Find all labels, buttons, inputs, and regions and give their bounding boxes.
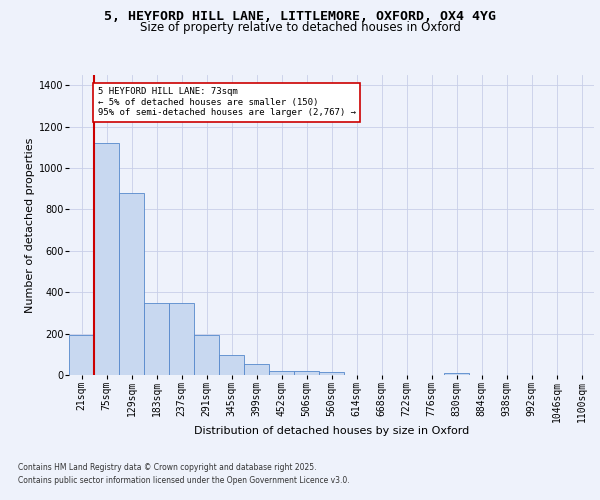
Bar [269, 371, 294, 375]
Text: Size of property relative to detached houses in Oxford: Size of property relative to detached ho… [140, 21, 460, 34]
Text: 5 HEYFORD HILL LANE: 73sqm
← 5% of detached houses are smaller (150)
95% of semi: 5 HEYFORD HILL LANE: 73sqm ← 5% of detac… [98, 88, 356, 117]
Bar [169, 302, 194, 375]
Bar [69, 334, 94, 375]
Y-axis label: Number of detached properties: Number of detached properties [25, 138, 35, 312]
Bar [294, 371, 319, 375]
X-axis label: Distribution of detached houses by size in Oxford: Distribution of detached houses by size … [194, 426, 469, 436]
Text: Contains HM Land Registry data © Crown copyright and database right 2025.: Contains HM Land Registry data © Crown c… [18, 464, 317, 472]
Bar [319, 372, 344, 375]
Bar [94, 144, 119, 375]
Bar [219, 356, 244, 375]
Bar [444, 373, 469, 375]
Text: 5, HEYFORD HILL LANE, LITTLEMORE, OXFORD, OX4 4YG: 5, HEYFORD HILL LANE, LITTLEMORE, OXFORD… [104, 10, 496, 23]
Bar [244, 364, 269, 375]
Text: Contains public sector information licensed under the Open Government Licence v3: Contains public sector information licen… [18, 476, 350, 485]
Bar [194, 334, 219, 375]
Bar [119, 193, 144, 375]
Bar [144, 302, 169, 375]
